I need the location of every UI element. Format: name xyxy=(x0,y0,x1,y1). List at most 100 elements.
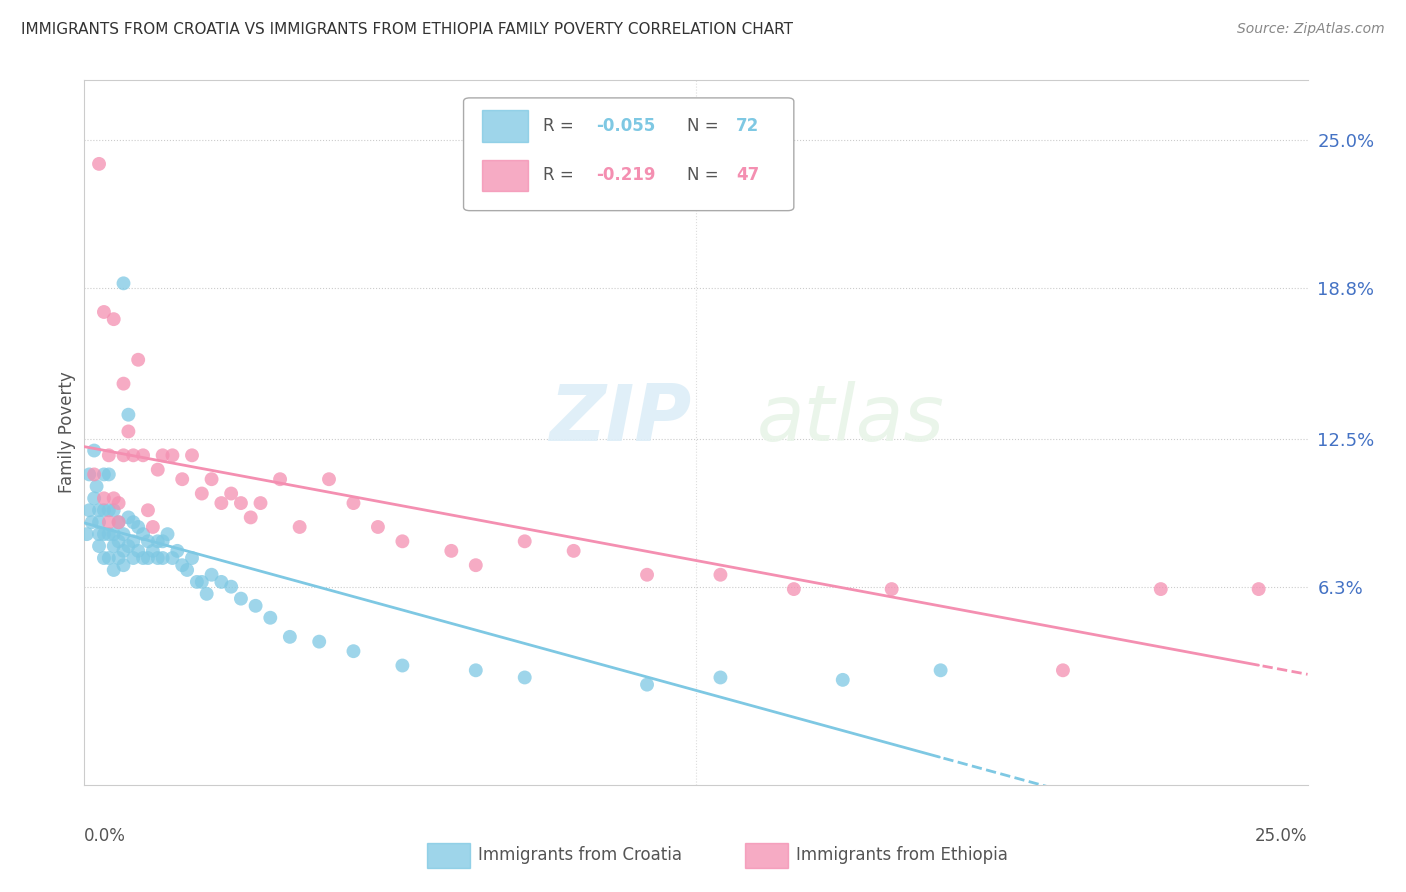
Point xyxy=(112,448,135,462)
Point xyxy=(86,479,108,493)
Point xyxy=(880,582,903,596)
Point xyxy=(80,515,103,529)
Point xyxy=(112,277,135,291)
Point xyxy=(136,503,159,517)
Point xyxy=(562,544,585,558)
Point xyxy=(709,567,731,582)
Point xyxy=(219,486,242,500)
Point xyxy=(112,527,135,541)
Point xyxy=(229,496,252,510)
Point xyxy=(278,630,301,644)
Point xyxy=(112,544,135,558)
Point xyxy=(176,563,198,577)
Point xyxy=(342,644,364,658)
Point xyxy=(107,551,129,566)
Point xyxy=(122,515,145,529)
Point xyxy=(245,599,267,613)
Point xyxy=(122,448,145,462)
Point xyxy=(93,503,115,517)
Point xyxy=(308,634,330,648)
Point xyxy=(162,551,184,566)
Point xyxy=(93,491,115,506)
Point xyxy=(318,472,340,486)
Point xyxy=(132,448,155,462)
Point xyxy=(122,551,145,566)
Point xyxy=(440,544,463,558)
Text: ZIP: ZIP xyxy=(550,381,692,457)
Point xyxy=(191,486,214,500)
Point xyxy=(166,544,188,558)
Point xyxy=(97,527,120,541)
Text: IMMIGRANTS FROM CROATIA VS IMMIGRANTS FROM ETHIOPIA FAMILY POVERTY CORRELATION C: IMMIGRANTS FROM CROATIA VS IMMIGRANTS FR… xyxy=(21,22,793,37)
Point xyxy=(83,491,105,506)
Point xyxy=(1150,582,1173,596)
Text: Source: ZipAtlas.com: Source: ZipAtlas.com xyxy=(1237,22,1385,37)
Point xyxy=(636,567,658,582)
Point xyxy=(87,527,110,541)
Text: N =: N = xyxy=(688,167,724,185)
Point xyxy=(93,305,115,319)
Y-axis label: Family Poverty: Family Poverty xyxy=(58,372,76,493)
Point xyxy=(97,467,120,482)
Point xyxy=(103,539,125,553)
Point xyxy=(249,496,271,510)
Point xyxy=(107,496,129,510)
Point xyxy=(152,534,174,549)
Point xyxy=(97,448,120,462)
Text: N =: N = xyxy=(688,117,724,135)
Point xyxy=(136,551,159,566)
Point xyxy=(709,670,731,684)
Point xyxy=(87,157,110,171)
Point xyxy=(209,574,232,589)
Point xyxy=(83,443,105,458)
Point xyxy=(162,448,184,462)
Point xyxy=(156,527,179,541)
Point xyxy=(391,658,413,673)
Point xyxy=(127,352,149,367)
Point xyxy=(181,551,204,566)
Point xyxy=(172,472,194,486)
Point xyxy=(172,558,194,573)
Point xyxy=(259,611,281,625)
Point xyxy=(1052,663,1074,677)
Point xyxy=(136,534,159,549)
Point xyxy=(132,551,155,566)
Point xyxy=(117,425,139,439)
Text: -0.055: -0.055 xyxy=(596,117,655,135)
Point xyxy=(83,467,105,482)
Point xyxy=(513,670,536,684)
Point xyxy=(76,527,98,541)
Point xyxy=(117,408,139,422)
Point xyxy=(200,567,222,582)
Bar xyxy=(745,843,787,868)
Point xyxy=(93,527,115,541)
Text: Immigrants from Croatia: Immigrants from Croatia xyxy=(478,847,682,864)
Point xyxy=(195,587,218,601)
Point xyxy=(391,534,413,549)
Point xyxy=(97,515,120,529)
Point xyxy=(107,534,129,549)
Point xyxy=(186,574,208,589)
Text: 72: 72 xyxy=(737,117,759,135)
Text: R =: R = xyxy=(543,117,579,135)
Point xyxy=(107,515,129,529)
Bar xyxy=(482,160,529,191)
Point xyxy=(127,520,149,534)
Point xyxy=(103,312,125,326)
Point xyxy=(929,663,952,677)
Text: -0.219: -0.219 xyxy=(596,167,655,185)
Point xyxy=(288,520,311,534)
Point xyxy=(117,539,139,553)
Point xyxy=(636,678,658,692)
Point xyxy=(77,503,100,517)
Point xyxy=(464,558,486,573)
Point xyxy=(181,448,204,462)
Point xyxy=(146,463,169,477)
Point xyxy=(127,544,149,558)
Point xyxy=(87,539,110,553)
Point xyxy=(146,551,169,566)
Point xyxy=(191,574,214,589)
Text: atlas: atlas xyxy=(758,381,945,457)
Point xyxy=(464,663,486,677)
Point xyxy=(117,510,139,524)
